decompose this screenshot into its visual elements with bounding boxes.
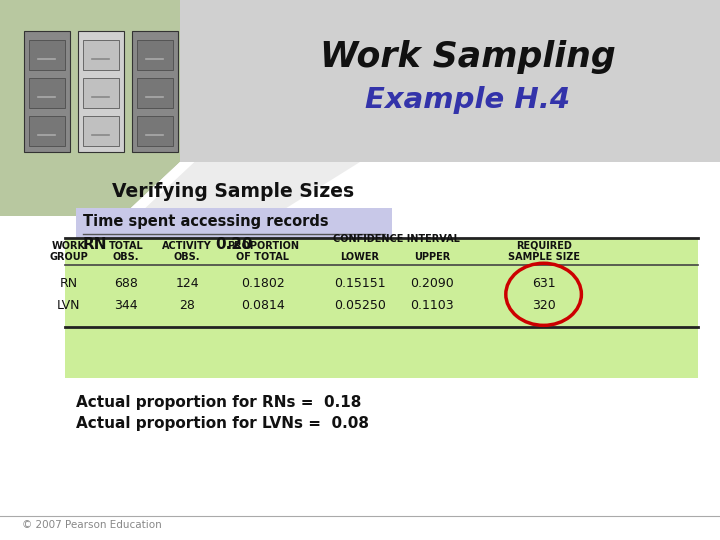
Polygon shape bbox=[0, 0, 180, 216]
Bar bbox=[83, 78, 119, 108]
Text: OF TOTAL: OF TOTAL bbox=[236, 252, 289, 261]
Text: ACTIVITY: ACTIVITY bbox=[162, 241, 212, 251]
Text: Example H.4: Example H.4 bbox=[366, 86, 570, 114]
FancyBboxPatch shape bbox=[78, 31, 124, 152]
Polygon shape bbox=[122, 162, 360, 216]
Text: CONFIDENCE INTERVAL: CONFIDENCE INTERVAL bbox=[333, 234, 459, 244]
Text: 0.05250: 0.05250 bbox=[334, 299, 386, 312]
FancyBboxPatch shape bbox=[132, 31, 178, 152]
Bar bbox=[0, 0, 720, 162]
Text: 688: 688 bbox=[114, 277, 138, 290]
Text: 0.1802: 0.1802 bbox=[241, 277, 284, 290]
Text: 344: 344 bbox=[114, 299, 138, 312]
Bar bbox=[83, 116, 119, 146]
Text: OBS.: OBS. bbox=[113, 252, 139, 261]
Text: 28: 28 bbox=[179, 299, 195, 312]
Text: Actual proportion for LVNs =  0.08: Actual proportion for LVNs = 0.08 bbox=[76, 416, 369, 431]
Text: Actual proportion for RNs =  0.18: Actual proportion for RNs = 0.18 bbox=[76, 395, 361, 410]
Text: SAMPLE SIZE: SAMPLE SIZE bbox=[508, 252, 580, 261]
Bar bbox=[65, 238, 698, 378]
Text: OBS.: OBS. bbox=[174, 252, 200, 261]
Text: UPPER: UPPER bbox=[414, 252, 450, 261]
Text: Time spent accessing records: Time spent accessing records bbox=[83, 214, 328, 229]
Text: 124: 124 bbox=[176, 277, 199, 290]
Text: 0.2090: 0.2090 bbox=[410, 277, 454, 290]
Bar bbox=[29, 116, 65, 146]
Bar bbox=[83, 40, 119, 70]
Text: RN: RN bbox=[59, 277, 78, 290]
Text: TOTAL: TOTAL bbox=[109, 241, 143, 251]
Text: 320: 320 bbox=[532, 299, 555, 312]
Text: 0.0814: 0.0814 bbox=[241, 299, 284, 312]
Text: 631: 631 bbox=[532, 277, 555, 290]
Bar bbox=[76, 208, 392, 254]
Text: GROUP: GROUP bbox=[49, 252, 88, 261]
Bar bbox=[137, 78, 173, 108]
Text: © 2007 Pearson Education: © 2007 Pearson Education bbox=[22, 520, 161, 530]
Bar bbox=[137, 116, 173, 146]
Bar bbox=[137, 40, 173, 70]
Text: 0.20: 0.20 bbox=[215, 237, 253, 252]
Text: PROPORTION: PROPORTION bbox=[227, 241, 299, 251]
Bar bbox=[29, 78, 65, 108]
Bar bbox=[29, 40, 65, 70]
Text: RN: RN bbox=[83, 237, 107, 252]
FancyBboxPatch shape bbox=[24, 31, 70, 152]
Text: LVN: LVN bbox=[57, 299, 80, 312]
Text: REQUIRED: REQUIRED bbox=[516, 241, 572, 251]
Text: WORK: WORK bbox=[51, 241, 86, 251]
Text: Work Sampling: Work Sampling bbox=[320, 40, 616, 73]
Text: 0.1103: 0.1103 bbox=[410, 299, 454, 312]
Text: LOWER: LOWER bbox=[341, 252, 379, 261]
Polygon shape bbox=[122, 162, 194, 216]
Text: 0.15151: 0.15151 bbox=[334, 277, 386, 290]
Text: Verifying Sample Sizes: Verifying Sample Sizes bbox=[112, 182, 354, 201]
